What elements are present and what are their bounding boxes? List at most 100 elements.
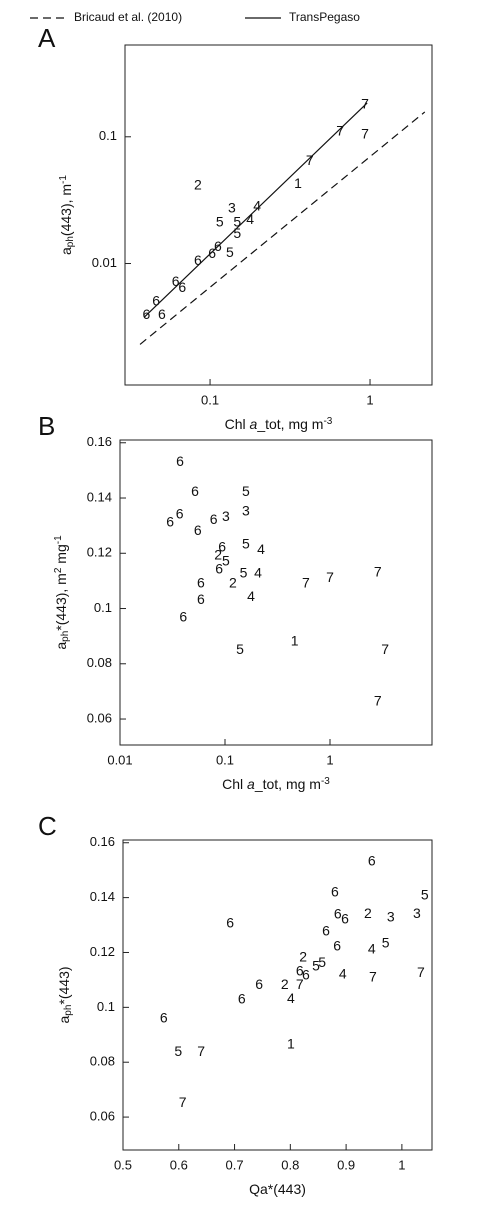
x-tick-label: 1 [398, 1157, 405, 1172]
station-point: 2 [364, 905, 372, 921]
station-point: 6 [226, 915, 234, 931]
panel-label: B [38, 411, 55, 441]
x-tick-label: 0.8 [281, 1157, 299, 1172]
plot-frame [124, 44, 433, 386]
station-point: 6 [322, 923, 330, 939]
station-point: 5 [236, 641, 244, 657]
legend-label: Bricaud et al. (2010) [74, 10, 182, 24]
station-point: 6 [214, 238, 222, 254]
label-part: ph [63, 1005, 74, 1016]
station-point: 4 [339, 966, 347, 982]
label-part: a [53, 642, 69, 650]
y-tick-label: 0.12 [87, 545, 112, 560]
station-point: 6 [166, 514, 174, 530]
station-point: 7 [374, 563, 382, 579]
station-point: 5 [222, 552, 230, 568]
station-point: 6 [160, 1010, 168, 1026]
label-part: ph [65, 236, 76, 247]
station-point: 7 [374, 693, 382, 709]
station-point: 6 [172, 273, 180, 289]
x-tick-label: 1 [326, 752, 333, 767]
label-part: a [247, 776, 255, 792]
station-point: 7 [179, 1094, 187, 1110]
station-point: 7 [302, 574, 310, 590]
station-point: 6 [158, 306, 166, 322]
label-part: mg [53, 544, 69, 567]
label-part: ph [60, 631, 71, 642]
station-point: 6 [341, 910, 349, 926]
station-point: 6 [255, 976, 263, 992]
station-point: 4 [368, 940, 376, 956]
station-point: 5 [233, 213, 241, 229]
station-point: 2 [281, 976, 289, 992]
station-point: 3 [228, 200, 236, 216]
station-point: 6 [296, 962, 304, 978]
station-point: 5 [318, 954, 326, 970]
station-point: 5 [242, 483, 250, 499]
label-part: Chl [222, 776, 247, 792]
station-point: 6 [179, 609, 187, 625]
x-tick-label: 0.9 [337, 1157, 355, 1172]
station-point: 5 [174, 1043, 182, 1059]
station-point: 4 [287, 990, 295, 1006]
plot-frame [122, 839, 433, 1151]
x-tick-label: 1 [366, 392, 373, 407]
station-point: 2 [299, 949, 307, 965]
y-tick-label: 0.06 [87, 710, 112, 725]
label-part: _tot, mg m [256, 416, 323, 432]
y-tick-label: 0.1 [99, 128, 117, 143]
label-part: a [58, 247, 74, 255]
station-point: 6 [333, 938, 341, 954]
x-axis-label: Chl a_tot, mg m-3 [225, 416, 333, 432]
station-point: 2 [214, 547, 222, 563]
station-point: 7 [381, 641, 389, 657]
x-tick-label: 0.7 [226, 1157, 244, 1172]
station-point: 6 [215, 561, 223, 577]
y-tick-label: 0.16 [90, 834, 115, 849]
station-point: 3 [387, 909, 395, 925]
station-point: 2 [229, 574, 237, 590]
station-point: 5 [216, 213, 224, 229]
label-part: a [250, 416, 258, 432]
station-point: 7 [417, 964, 425, 980]
station-point: 7 [326, 569, 334, 585]
station-point: 6 [194, 522, 202, 538]
y-tick-label: 0.06 [90, 1109, 115, 1124]
y-tick-label: 0.01 [92, 255, 117, 270]
label-part: (443), m [58, 184, 74, 236]
plot-frame [119, 439, 433, 746]
label-part: *(443), m [53, 573, 69, 631]
x-tick-label: 0.01 [107, 752, 132, 767]
y-tick-label: 0.14 [90, 889, 115, 904]
label-part: -3 [321, 776, 330, 787]
station-point: 1 [294, 175, 302, 191]
y-tick-label: 0.1 [97, 999, 115, 1014]
label-part: -1 [58, 175, 69, 184]
station-point: 6 [334, 906, 342, 922]
x-axis-label: Chl a_tot, mg m-3 [222, 776, 330, 792]
station-point: 6 [178, 279, 186, 295]
station-point: 5 [242, 536, 250, 552]
x-tick-label: 0.1 [201, 392, 219, 407]
station-point: 6 [218, 538, 226, 554]
station-point: 6 [210, 511, 218, 527]
station-point: 4 [254, 565, 262, 581]
x-tick-label: 0.5 [114, 1157, 132, 1172]
fit-line [139, 111, 426, 345]
station-point: 5 [312, 958, 320, 974]
label-part: *(443) [56, 966, 72, 1004]
station-point: 5 [382, 935, 390, 951]
label-part: Chl [225, 416, 250, 432]
station-point: 6 [302, 966, 310, 982]
x-tick-label: 0.1 [216, 752, 234, 767]
y-tick-label: 0.16 [87, 434, 112, 449]
station-point: 3 [222, 508, 230, 524]
legend-label: TransPegaso [289, 10, 360, 24]
label-part: a [56, 1016, 72, 1024]
station-point: 1 [287, 1036, 295, 1052]
station-point: 6 [331, 883, 339, 899]
y-axis-label: aph*(443), m2 mg-1 [53, 535, 71, 650]
fit-line [144, 102, 368, 318]
panel-label: C [38, 811, 57, 841]
